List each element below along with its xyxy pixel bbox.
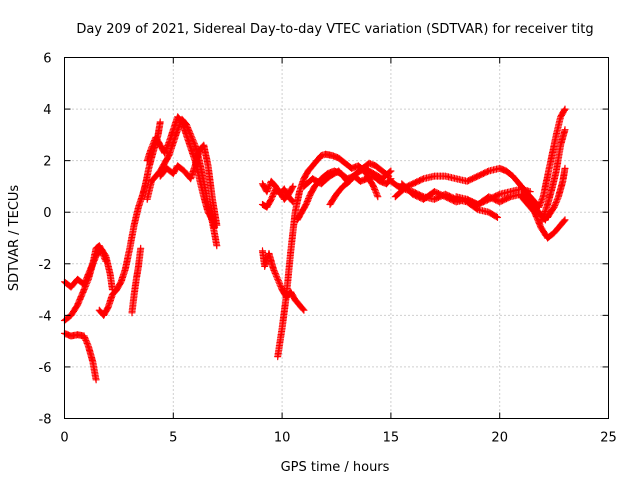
- series-markers: [156, 141, 221, 229]
- x-axis-label: GPS time / hours: [281, 460, 390, 475]
- series-arc-20: [452, 185, 534, 209]
- y-tick-label: -6: [39, 361, 52, 376]
- y-tick-label: 4: [43, 103, 51, 118]
- grid: [64, 57, 609, 419]
- series-markers: [528, 105, 569, 211]
- series-arc-22: [535, 126, 569, 221]
- series-arc-7: [141, 118, 164, 190]
- series-arc-5: [128, 244, 145, 317]
- series-arc-3: [60, 247, 110, 291]
- series-markers: [537, 164, 569, 224]
- y-tick-label: 2: [43, 155, 51, 170]
- series-arc-1: [60, 329, 100, 384]
- y-tick-label: 0: [43, 206, 51, 221]
- series-markers: [141, 118, 164, 190]
- x-tick-label: 5: [169, 431, 177, 446]
- axis-ticks: [64, 57, 609, 419]
- series-arc-21: [517, 193, 569, 242]
- series-arc-16: [326, 159, 393, 209]
- series-markers: [258, 177, 297, 206]
- series-arc-12: [258, 177, 297, 206]
- data-series: [60, 105, 569, 384]
- x-tick-label: 0: [60, 431, 68, 446]
- x-tick-label: 20: [491, 431, 508, 446]
- series-markers: [143, 115, 221, 250]
- series-markers: [60, 247, 110, 291]
- y-tick-label: -8: [39, 413, 52, 428]
- series-markers: [128, 244, 145, 317]
- x-tick-label: 25: [600, 431, 617, 446]
- x-tick-label: 15: [383, 431, 400, 446]
- series-markers: [60, 329, 100, 384]
- y-tick-label: 6: [43, 52, 51, 67]
- y-tick-label: -2: [39, 258, 52, 273]
- series-markers: [326, 159, 393, 209]
- y-axis-label: SDTVAR / TECUs: [7, 185, 22, 292]
- tick-labels: 0 5 10 15 20 25 -8 -6 -4 -2 0 2 4 6: [39, 52, 617, 446]
- series-markers: [452, 185, 534, 209]
- series-arc-23: [528, 105, 569, 211]
- series-markers: [95, 182, 149, 319]
- series-markers: [517, 193, 569, 242]
- x-tick-label: 10: [274, 431, 291, 446]
- series-arc-9: [156, 141, 221, 229]
- chart-title: Day 209 of 2021, Sidereal Day-to-day VTE…: [76, 22, 593, 37]
- plot-frame: [64, 57, 609, 419]
- series-arc-4: [95, 182, 149, 319]
- series-markers: [535, 126, 569, 221]
- series-arc-24: [537, 164, 569, 224]
- series-arc-8: [143, 115, 221, 250]
- y-tick-label: -4: [39, 309, 52, 324]
